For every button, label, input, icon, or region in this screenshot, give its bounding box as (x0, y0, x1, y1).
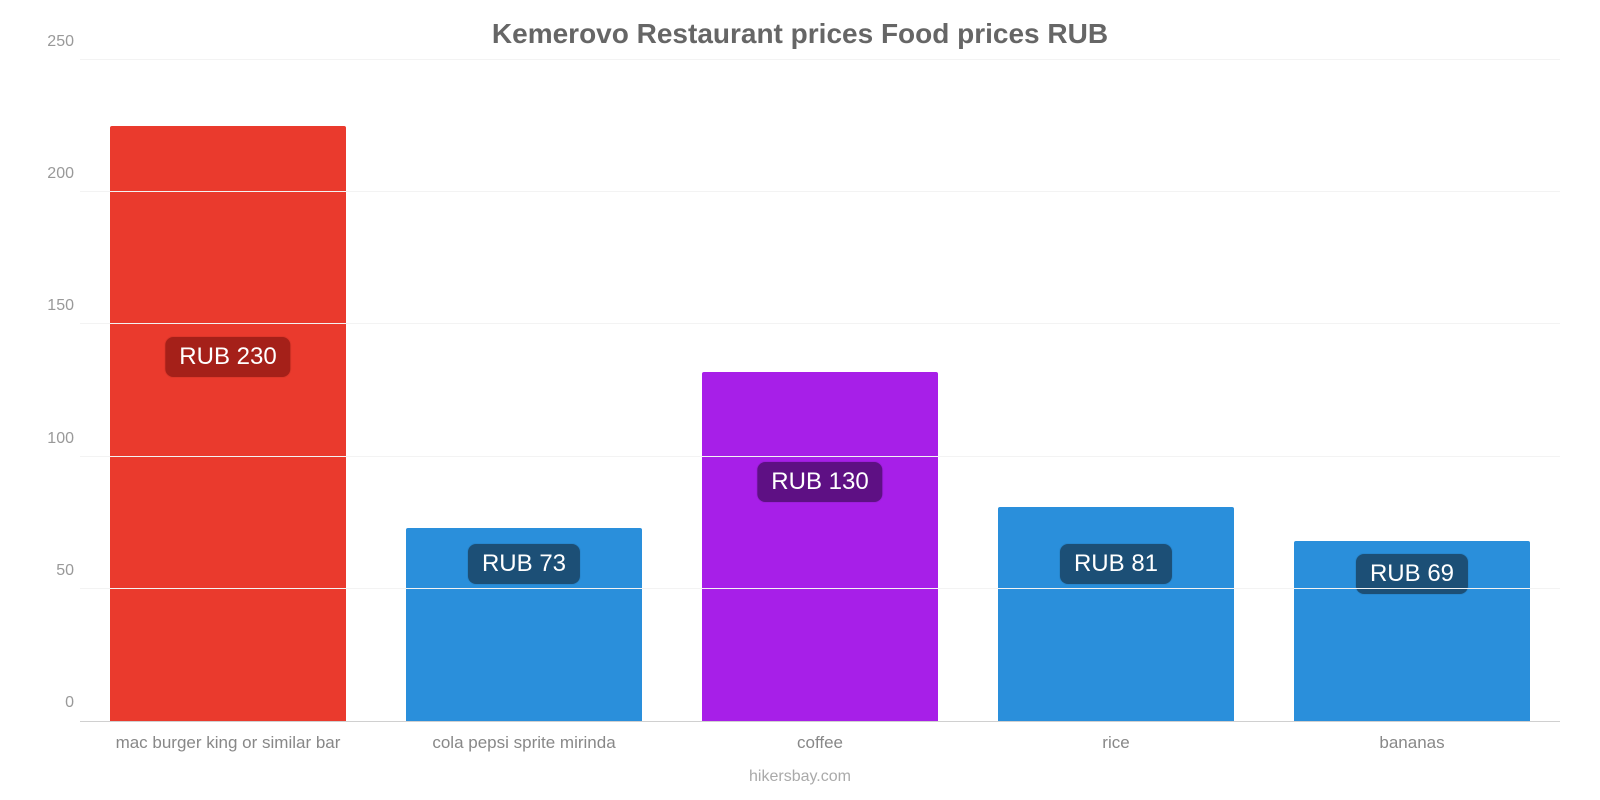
y-tick-label: 200 (30, 165, 74, 183)
bar (110, 126, 347, 721)
gridline (80, 456, 1560, 457)
y-tick-label: 250 (30, 33, 74, 51)
value-badge: RUB 230 (165, 337, 290, 377)
bar-slot: RUB 81rice (968, 60, 1264, 721)
value-badge: RUB 81 (1060, 544, 1172, 584)
value-badge: RUB 130 (757, 462, 882, 502)
y-tick-label: 0 (30, 694, 74, 712)
bar (702, 372, 939, 721)
x-tick-label: cola pepsi sprite mirinda (376, 733, 672, 753)
bars-container: RUB 230mac burger king or similar barRUB… (80, 60, 1560, 721)
gridline (80, 191, 1560, 192)
x-tick-label: rice (968, 733, 1264, 753)
chart-footer: hikersbay.com (0, 768, 1600, 786)
bar-slot: RUB 230mac burger king or similar bar (80, 60, 376, 721)
plot-area: RUB 230mac burger king or similar barRUB… (80, 60, 1560, 722)
value-badge: RUB 73 (468, 544, 580, 584)
x-tick-label: bananas (1264, 733, 1560, 753)
gridline (80, 59, 1560, 60)
y-tick-label: 150 (30, 297, 74, 315)
gridline (80, 323, 1560, 324)
bar (998, 507, 1235, 721)
price-chart: Kemerovo Restaurant prices Food prices R… (0, 0, 1600, 800)
chart-title: Kemerovo Restaurant prices Food prices R… (0, 18, 1600, 50)
bar-slot: RUB 69bananas (1264, 60, 1560, 721)
x-tick-label: coffee (672, 733, 968, 753)
y-tick-label: 100 (30, 430, 74, 448)
bar-slot: RUB 130coffee (672, 60, 968, 721)
x-tick-label: mac burger king or similar bar (80, 733, 376, 753)
gridline (80, 588, 1560, 589)
y-tick-label: 50 (30, 562, 74, 580)
bar-slot: RUB 73cola pepsi sprite mirinda (376, 60, 672, 721)
